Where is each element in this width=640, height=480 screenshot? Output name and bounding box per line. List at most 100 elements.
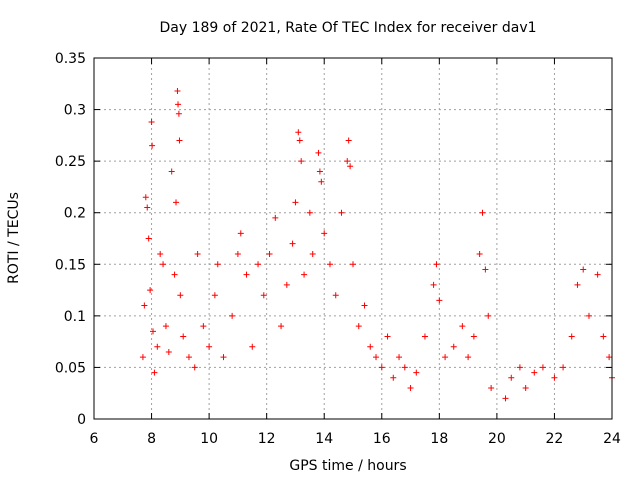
data-point bbox=[522, 385, 529, 392]
data-point bbox=[326, 261, 333, 268]
data-point bbox=[194, 250, 201, 257]
data-point bbox=[309, 250, 316, 257]
data-point bbox=[600, 333, 607, 340]
data-point bbox=[151, 369, 158, 376]
data-point bbox=[390, 374, 397, 381]
y-tick-label: 0.2 bbox=[64, 206, 86, 222]
data-point bbox=[175, 110, 182, 117]
y-tick-label: 0.15 bbox=[55, 257, 86, 273]
data-point bbox=[142, 194, 149, 201]
data-point bbox=[436, 297, 443, 304]
data-point bbox=[180, 333, 187, 340]
data-point bbox=[173, 199, 180, 206]
data-point bbox=[289, 240, 296, 247]
data-point bbox=[301, 271, 308, 278]
data-point bbox=[214, 261, 221, 268]
data-point bbox=[482, 266, 489, 273]
data-point bbox=[344, 158, 351, 165]
data-point bbox=[479, 209, 486, 216]
y-tick-label: 0.05 bbox=[55, 360, 86, 376]
data-point bbox=[476, 250, 483, 257]
data-point bbox=[211, 292, 218, 299]
data-point bbox=[350, 261, 356, 268]
data-point bbox=[450, 343, 457, 350]
data-point bbox=[502, 395, 509, 402]
ticks: 6 8 10 12 14 16 18 20 22 24 0 0.05 0.1 0.15 0.2 0.25 0.3… bbox=[55, 51, 621, 447]
data-point bbox=[162, 323, 169, 330]
data-point bbox=[296, 137, 303, 144]
data-point bbox=[485, 312, 492, 319]
data-point bbox=[531, 369, 538, 376]
data-point bbox=[396, 354, 403, 361]
data-point bbox=[508, 374, 515, 381]
y-axis-label: ROTI / TECUs bbox=[6, 192, 22, 284]
data-point bbox=[165, 348, 172, 355]
data-point bbox=[361, 302, 368, 309]
y-tick-label: 0.1 bbox=[64, 309, 86, 325]
data-point bbox=[516, 364, 523, 371]
data-point bbox=[539, 364, 546, 371]
data-point bbox=[243, 271, 250, 278]
data-point bbox=[551, 374, 558, 381]
data-point bbox=[606, 354, 613, 361]
data-point bbox=[295, 129, 302, 136]
data-point bbox=[171, 271, 178, 278]
data-point bbox=[442, 354, 449, 361]
data-point bbox=[321, 230, 328, 237]
data-point bbox=[260, 292, 267, 299]
data-point bbox=[185, 354, 192, 361]
data-point bbox=[149, 328, 156, 335]
data-point bbox=[367, 343, 374, 350]
data-point bbox=[315, 149, 322, 156]
data-point bbox=[355, 323, 362, 330]
x-tick-label: 16 bbox=[373, 431, 391, 447]
data-point bbox=[298, 158, 305, 165]
data-point bbox=[373, 354, 380, 361]
data-point bbox=[560, 364, 567, 371]
data-point bbox=[347, 163, 354, 170]
data-point bbox=[384, 333, 391, 340]
data-point bbox=[283, 281, 290, 288]
data-point bbox=[139, 354, 146, 361]
data-point bbox=[237, 230, 244, 237]
data-point bbox=[316, 168, 323, 175]
data-point bbox=[191, 364, 198, 371]
data-point bbox=[433, 261, 440, 268]
data-point bbox=[272, 214, 279, 221]
data-point bbox=[568, 333, 575, 340]
x-axis-label: GPS time / hours bbox=[289, 458, 406, 474]
data-point bbox=[430, 281, 437, 288]
data-point bbox=[249, 343, 256, 350]
grid bbox=[94, 58, 612, 419]
data-point bbox=[220, 354, 227, 361]
data-point bbox=[147, 287, 154, 294]
y-tick-label: 0 bbox=[77, 412, 86, 428]
x-tick-label: 12 bbox=[258, 431, 276, 447]
data-point bbox=[407, 385, 414, 392]
data-point bbox=[318, 178, 325, 185]
x-tick-label: 10 bbox=[200, 431, 218, 447]
data-point bbox=[465, 354, 472, 361]
x-tick-label: 22 bbox=[546, 431, 564, 447]
data-point bbox=[278, 323, 285, 330]
data-point bbox=[266, 250, 273, 257]
data-point bbox=[148, 118, 155, 125]
x-tick-label: 8 bbox=[147, 431, 156, 447]
data-point bbox=[154, 343, 161, 350]
data-point bbox=[144, 204, 151, 211]
data-point bbox=[145, 235, 152, 242]
x-tick-label: 14 bbox=[315, 431, 333, 447]
data-point bbox=[176, 137, 183, 144]
y-tick-label: 0.25 bbox=[55, 154, 86, 170]
data-point bbox=[332, 292, 339, 299]
data-point bbox=[175, 101, 182, 108]
chart-title: Day 189 of 2021, Rate Of TEC Index for r… bbox=[159, 20, 536, 36]
data-point bbox=[401, 364, 408, 371]
plot-frame bbox=[93, 57, 613, 420]
data-point bbox=[149, 142, 156, 149]
data-point bbox=[378, 364, 385, 371]
data-point bbox=[229, 312, 236, 319]
data-point bbox=[255, 261, 262, 268]
data-point bbox=[157, 250, 164, 257]
